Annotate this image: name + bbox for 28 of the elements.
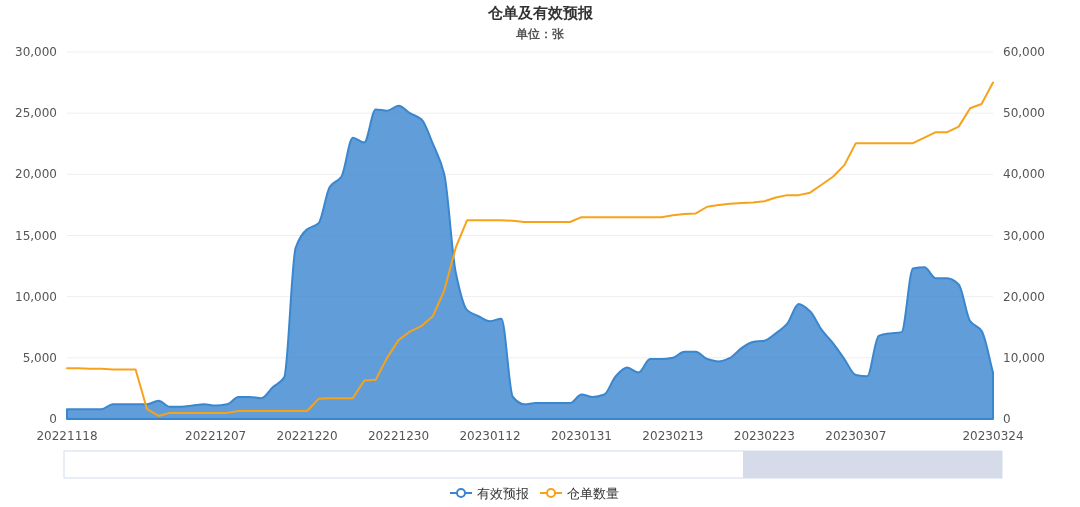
y2-tick-label: 20,000 — [1003, 289, 1045, 304]
chart-subtitle: 单位：张 — [515, 27, 565, 41]
x-tick-label: 20230213 — [642, 429, 704, 443]
y-tick-label: 20,000 — [15, 167, 57, 182]
y2-tick-label: 40,000 — [1003, 167, 1045, 182]
legend-label: 有效预报 — [477, 486, 529, 501]
x-tick-label: 20221118 — [36, 429, 98, 443]
x-tick-label: 20221220 — [276, 429, 338, 443]
y2-tick-label: 50,000 — [1003, 106, 1045, 121]
y-tick-label: 0 — [49, 412, 57, 426]
y-tick-label: 30,000 — [15, 45, 57, 59]
x-tick-label: 20221207 — [185, 429, 247, 443]
x-tick-label: 20230112 — [459, 429, 521, 443]
y-tick-label: 15,000 — [15, 228, 57, 243]
x-tick-label: 20230131 — [550, 429, 612, 443]
x-tick-label: 20230307 — [825, 429, 887, 443]
x-tick-label: 20221230 — [367, 429, 430, 443]
y2-tick-label: 30,000 — [1003, 228, 1045, 243]
x-tick-label: 20230324 — [962, 429, 1024, 443]
y2-tick-label: 60,000 — [1003, 45, 1045, 59]
legend-label: 仓单数量 — [567, 486, 619, 501]
y2-tick-label: 0 — [1003, 412, 1011, 426]
y-tick-label: 25,000 — [15, 106, 57, 121]
y-tick-label: 5,000 — [22, 350, 57, 365]
y2-tick-label: 10,000 — [1003, 350, 1045, 365]
y-tick-label: 10,000 — [15, 289, 57, 304]
x-tick-label: 20230223 — [733, 429, 795, 443]
chart-title: 仓单及有效预报 — [486, 4, 594, 22]
